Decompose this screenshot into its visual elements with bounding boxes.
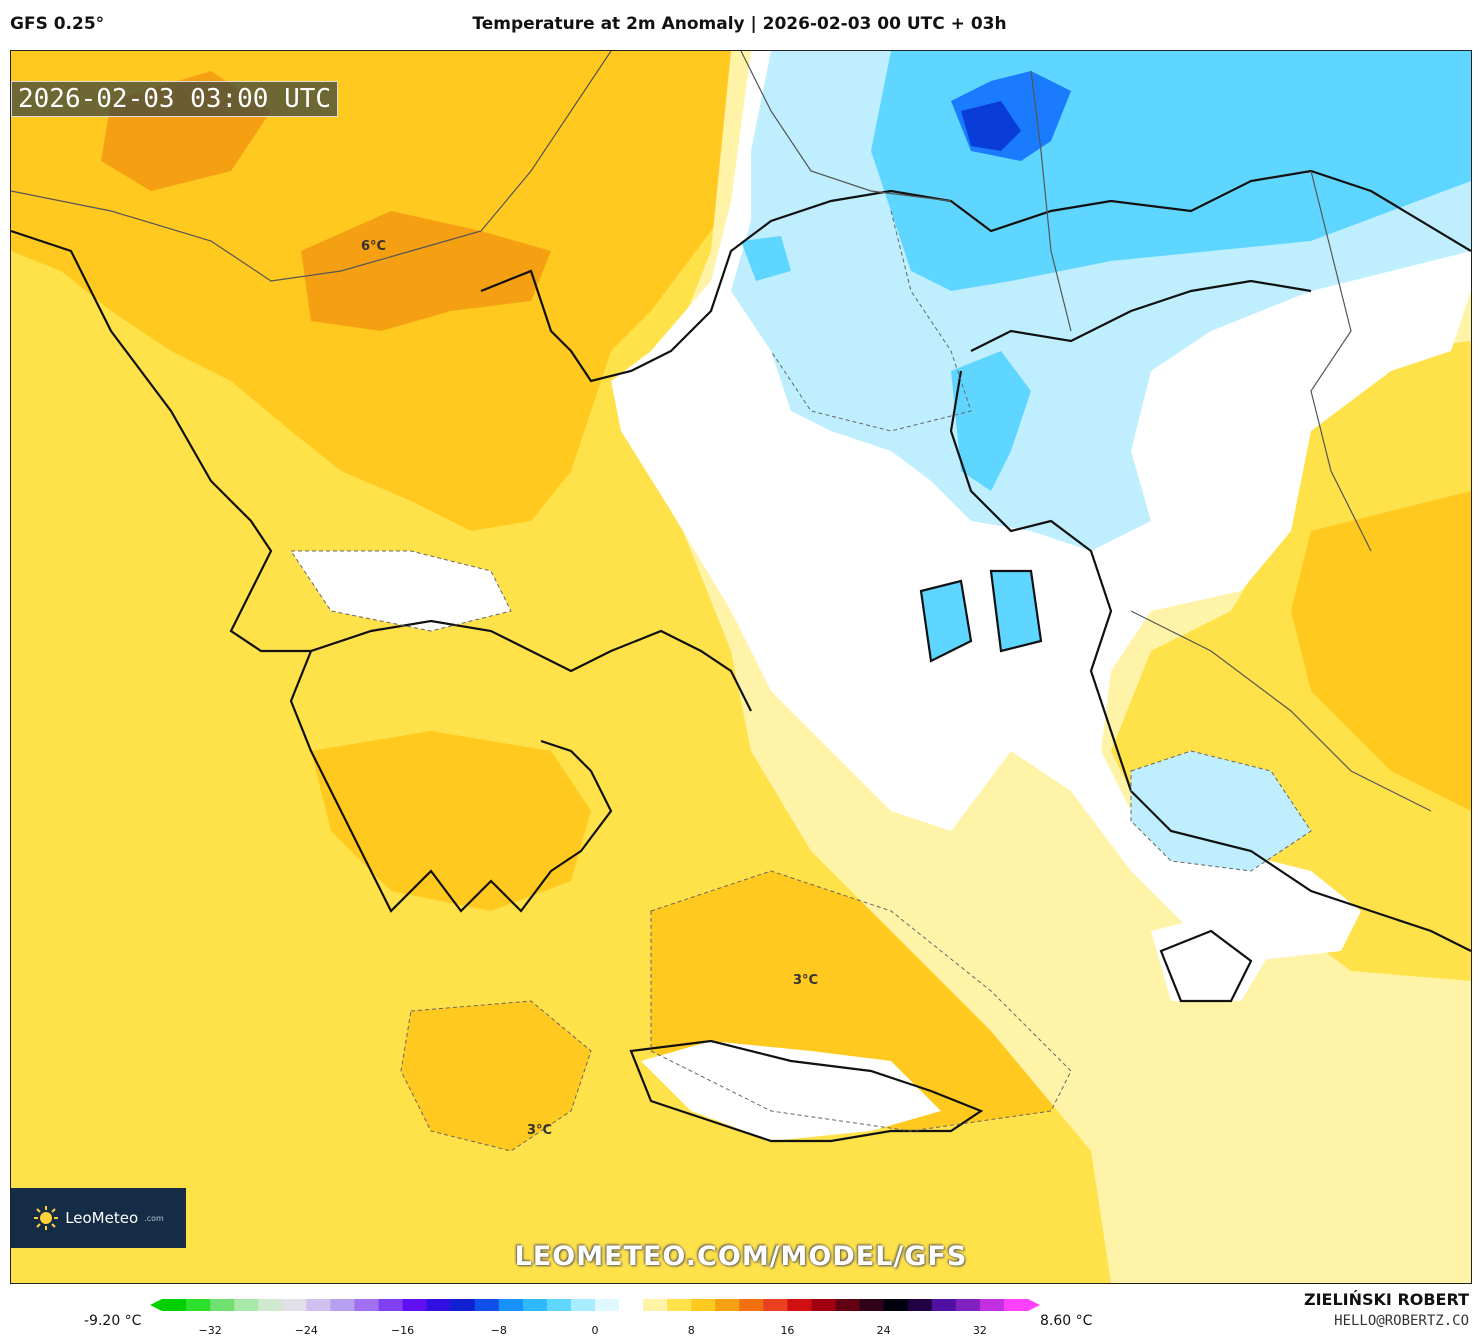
cold-blue-marmara bbox=[951, 351, 1031, 491]
scale-swatch bbox=[811, 1299, 837, 1311]
cold-light-blue-east bbox=[1131, 751, 1311, 871]
valid-time-badge: 2026-02-03 03:00 UTC bbox=[11, 81, 339, 117]
logo-name: LeoMeteo bbox=[65, 1209, 139, 1227]
scale-swatch bbox=[378, 1299, 404, 1311]
scale-swatch bbox=[1003, 1299, 1029, 1311]
scale-swatch bbox=[931, 1299, 957, 1311]
scale-swatch bbox=[210, 1299, 235, 1311]
scale-tick-label: 32 bbox=[972, 1324, 987, 1337]
scale-tick-label: −32 bbox=[198, 1324, 222, 1337]
warm-hot-spot-north bbox=[301, 211, 551, 331]
warm-turkey-east bbox=[1291, 491, 1471, 811]
scale-swatch bbox=[907, 1299, 933, 1311]
scale-swatch bbox=[739, 1299, 764, 1311]
scale-arrow-max bbox=[1028, 1299, 1040, 1311]
scale-swatch bbox=[595, 1299, 620, 1311]
scale-swatch bbox=[883, 1299, 909, 1311]
sun-icon bbox=[34, 1206, 59, 1230]
contour-label: 3°C bbox=[793, 973, 819, 988]
chart-title: Temperature at 2m Anomaly | 2026-02-03 0… bbox=[472, 14, 1007, 34]
coastlines bbox=[11, 169, 1471, 1143]
scale-swatch bbox=[306, 1299, 331, 1311]
scale-tick-label: 16 bbox=[780, 1324, 795, 1337]
scale-swatch bbox=[162, 1299, 187, 1311]
scale-tick-label: −8 bbox=[490, 1324, 507, 1337]
scale-swatch bbox=[234, 1299, 259, 1311]
scale-swatch bbox=[979, 1299, 1005, 1311]
scale-swatch bbox=[619, 1299, 644, 1311]
scale-swatch bbox=[546, 1299, 572, 1311]
scale-swatch bbox=[763, 1299, 788, 1311]
scale-tick-label: −16 bbox=[390, 1324, 415, 1337]
contour-label: 3°C bbox=[527, 1123, 553, 1138]
model-name: GFS 0.25° bbox=[10, 14, 105, 34]
leometeo-logo[interactable]: LeoMeteo .com bbox=[11, 1188, 186, 1248]
scale-swatch bbox=[330, 1299, 355, 1311]
scale-swatch bbox=[667, 1299, 692, 1311]
scale-swatch bbox=[570, 1299, 596, 1311]
contour-lines bbox=[290, 210, 1312, 1152]
scale-swatch bbox=[426, 1299, 452, 1311]
scale-swatch bbox=[450, 1299, 476, 1311]
scale-tick-label: 0 bbox=[591, 1324, 599, 1337]
legend-max-value: 8.60 °C bbox=[1040, 1313, 1093, 1329]
scale-swatch bbox=[691, 1299, 716, 1311]
country-borders bbox=[11, 51, 1432, 812]
scale-swatch bbox=[859, 1299, 885, 1311]
scale-arrow-min bbox=[150, 1299, 162, 1311]
warm-crete-south bbox=[401, 1001, 591, 1151]
scale-swatch bbox=[498, 1299, 524, 1311]
cold-blue-lesbos bbox=[921, 581, 971, 661]
scale-swatch bbox=[258, 1299, 283, 1311]
neutral-gulf-corinth bbox=[291, 551, 511, 631]
logo-suffix: .com bbox=[144, 1213, 164, 1223]
scale-swatch bbox=[835, 1299, 861, 1311]
source-watermark: LEOMETEO.COM/MODEL/GFS bbox=[514, 1241, 968, 1272]
map-panel[interactable]: 2026-02-03 03:00 UTC 6°C 3°C 3°C LeoMete… bbox=[10, 50, 1472, 1284]
color-scale-bar bbox=[150, 1299, 1040, 1311]
anomaly-map bbox=[11, 51, 1471, 1283]
legend-min-value: -9.20 °C bbox=[84, 1313, 142, 1329]
scale-tick-label: 24 bbox=[876, 1324, 891, 1337]
warm-peloponnese bbox=[311, 731, 591, 911]
cold-blue-thasos bbox=[741, 236, 791, 281]
scale-swatch bbox=[955, 1299, 981, 1311]
neutral-rhodes bbox=[1151, 911, 1271, 1001]
scale-swatch bbox=[402, 1299, 428, 1311]
contour-label: 6°C bbox=[361, 239, 387, 254]
scale-swatch bbox=[282, 1299, 307, 1311]
scale-swatch bbox=[643, 1299, 668, 1311]
scale-tick-label: 8 bbox=[687, 1324, 695, 1337]
scale-swatch bbox=[787, 1299, 812, 1311]
scale-tick-label: −24 bbox=[294, 1324, 318, 1337]
scale-swatch bbox=[715, 1299, 740, 1311]
scale-swatch bbox=[474, 1299, 500, 1311]
neutral-crete bbox=[641, 1041, 941, 1141]
cold-blue-chios bbox=[991, 571, 1041, 651]
author-email[interactable]: HELLO@ROBERTZ.CO bbox=[1334, 1313, 1469, 1329]
scale-swatch bbox=[522, 1299, 548, 1311]
author-name: ZIELIŃSKI ROBERT bbox=[1303, 1290, 1469, 1309]
scale-swatch bbox=[186, 1299, 211, 1311]
scale-swatch bbox=[354, 1299, 379, 1311]
cold-deepest-core bbox=[961, 101, 1021, 151]
